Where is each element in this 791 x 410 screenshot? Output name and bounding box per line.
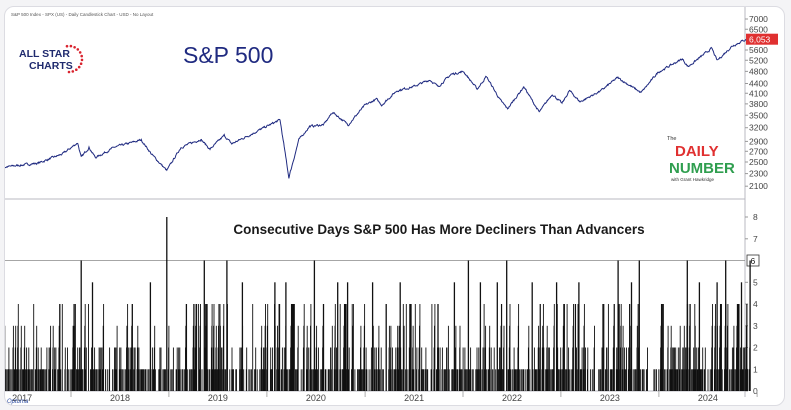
badge-the: The — [667, 136, 676, 142]
optuma-watermark: Optuma — [7, 399, 29, 405]
price-tick-label: 2500 — [749, 157, 768, 167]
logo-star — [80, 58, 84, 62]
logo-star — [73, 46, 76, 49]
x-tick-label: 2018 — [110, 393, 130, 403]
reference-badge — [746, 254, 760, 267]
logo-star — [76, 48, 80, 51]
source-text: S&P 500 Index - SPX (US) - Daily Candles… — [11, 12, 154, 17]
x-tick-label: 2017 — [12, 393, 32, 403]
logo-star — [67, 70, 71, 74]
price-tick-label: 4800 — [749, 66, 768, 76]
x-tick-label: 2019 — [208, 393, 228, 403]
price-tick-label: 3200 — [749, 123, 768, 133]
price-tick-label: 2300 — [749, 169, 768, 179]
price-tick-label: 7000 — [749, 14, 768, 24]
price-tick-label: 4100 — [749, 88, 768, 98]
count-tick-label: 8 — [753, 212, 758, 222]
count-tick-label: 0 — [753, 386, 758, 396]
logo-star — [65, 44, 69, 48]
logo-line2: CHARTS — [29, 60, 73, 72]
logo-star — [75, 68, 78, 71]
logo-star — [71, 70, 75, 73]
logo-line1: ALL STAR — [19, 48, 70, 60]
sp500-price-line — [5, 37, 751, 179]
count-tick-label: 2 — [753, 343, 758, 353]
daily-number-badge: The DAILY NUMBER with Grant Hawkridge — [667, 136, 735, 182]
x-tick-label: 2024 — [698, 393, 718, 403]
badge-number: NUMBER — [669, 160, 735, 177]
reference-label: 6 — [751, 256, 756, 266]
price-panel: S&P 500700065005600520048004400410038003… — [5, 14, 778, 191]
x-tick-label: 2021 — [404, 393, 424, 403]
count-tick-label: 7 — [753, 234, 758, 244]
count-chart-title: Consecutive Days S&P 500 Has More Declin… — [233, 222, 644, 237]
price-chart-title: S&P 500 — [183, 42, 273, 68]
last-price-label: 6,053 — [749, 35, 771, 45]
logo-star — [79, 62, 83, 65]
last-price-badge — [746, 33, 778, 45]
x-tick-label: 2022 — [502, 393, 522, 403]
count-tick-label: 3 — [753, 321, 758, 331]
x-axis: 2017 2018 2019 2020 2021 2022 2023 2024 — [12, 391, 758, 403]
price-tick-label: 5200 — [749, 55, 768, 65]
count-panel: Consecutive Days S&P 500 Has More Declin… — [5, 212, 760, 396]
chart-canvas: S&P 500 Index - SPX (US) - Daily Candles… — [5, 7, 778, 405]
price-tick-label: 2100 — [749, 181, 768, 191]
price-tick-label: 3500 — [749, 110, 768, 120]
x-tick-label: 2023 — [600, 393, 620, 403]
logo-star — [78, 51, 82, 54]
price-tick-label: 2700 — [749, 146, 768, 156]
price-tick-label: 2900 — [749, 136, 768, 146]
logo-star — [69, 44, 73, 48]
price-tick-label: 4400 — [749, 79, 768, 89]
x-tick-label: 2020 — [306, 393, 326, 403]
price-tick-label: 3800 — [749, 99, 768, 109]
chart-frame: S&P 500 Index - SPX (US) - Daily Candles… — [4, 6, 785, 406]
count-tick-label: 1 — [753, 364, 758, 374]
count-tick-label: 5 — [753, 277, 758, 287]
price-tick-label: 6500 — [749, 24, 768, 34]
logo-star-ring-icon — [65, 44, 84, 74]
price-tick-label: 5600 — [749, 45, 768, 55]
badge-daily: DAILY — [675, 143, 719, 160]
badge-sub: with Grant Hawkridge — [671, 177, 715, 182]
all-star-charts-logo: ALL STAR CHARTS — [19, 44, 84, 74]
logo-star — [80, 54, 83, 58]
count-tick-label: 4 — [753, 299, 758, 309]
logo-star — [77, 65, 81, 69]
